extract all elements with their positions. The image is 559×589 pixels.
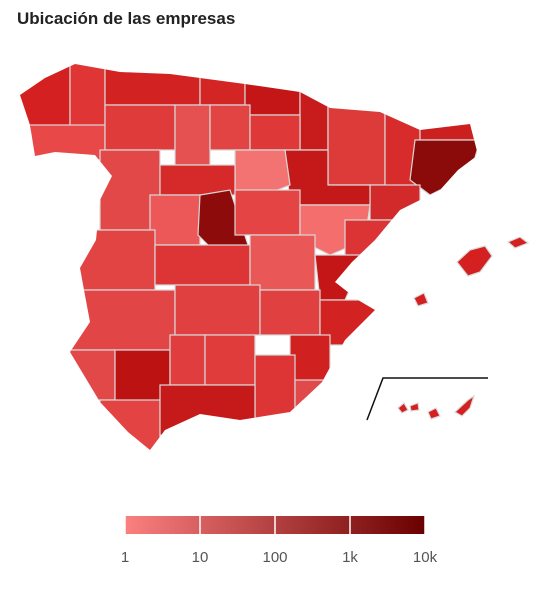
legend: 1 10 100 1k 10k [121, 516, 438, 566]
canary-frame [366, 377, 488, 421]
title: Ubicación de las empresas [17, 9, 236, 28]
provinces [20, 64, 478, 450]
islands [397, 236, 530, 420]
legend-tick-label: 100 [262, 549, 287, 566]
legend-tick-label: 10 [192, 549, 209, 566]
legend-tick-label: 1 [121, 549, 129, 566]
legend-tick-label: 10k [413, 549, 438, 566]
legend-tick-label: 1k [342, 549, 358, 566]
